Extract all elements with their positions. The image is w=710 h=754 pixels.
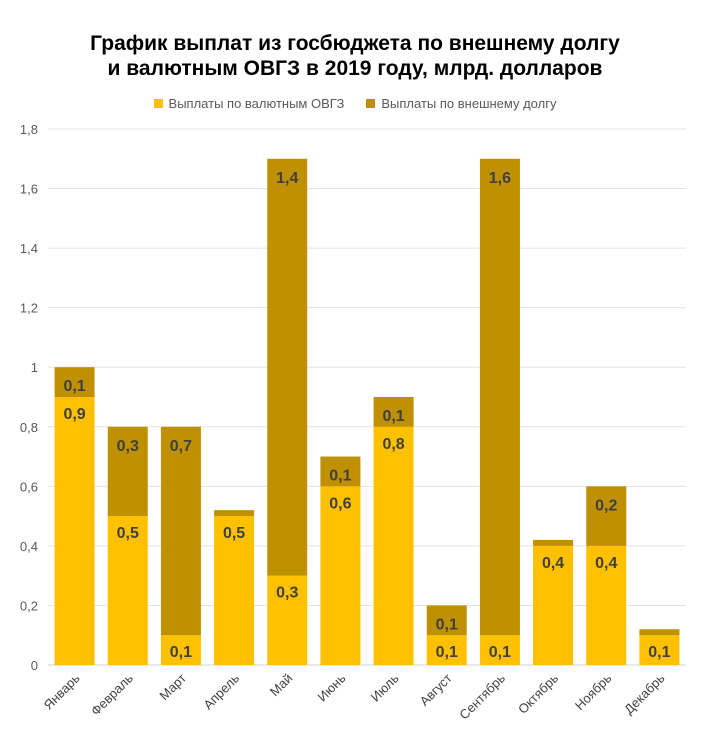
- x-tick-label: Август: [417, 670, 455, 708]
- bar-segment: [107, 426, 148, 517]
- bar-segment: [320, 486, 361, 665]
- legend-swatch-external-debt: [366, 99, 376, 108]
- bar-segment: [426, 635, 467, 665]
- bar-segment: [479, 158, 520, 636]
- x-tick-label: Декабрь: [621, 670, 668, 717]
- bar-segment: [267, 575, 308, 665]
- legend-item-ovgz: Выплаты по валютным ОВГЗ: [153, 96, 345, 111]
- bar-segment: [160, 635, 201, 665]
- legend: Выплаты по валютным ОВГЗ Выплаты по внеш…: [0, 96, 710, 111]
- bar-segment: [320, 456, 361, 487]
- bar-segment: [479, 635, 520, 665]
- x-tick-label: Февраль: [88, 670, 136, 718]
- data-label: 0,3: [117, 438, 139, 455]
- data-label: 0,1: [489, 644, 511, 661]
- data-label: 0,3: [276, 585, 298, 602]
- legend-item-external-debt: Выплаты по внешнему долгу: [366, 96, 556, 111]
- bar-segment: [267, 158, 308, 576]
- x-tick-label: Сентябрь: [456, 670, 508, 722]
- data-label: 1,6: [489, 170, 511, 187]
- x-tick-label: Ноябрь: [572, 670, 615, 713]
- data-label: 0,5: [117, 525, 139, 542]
- data-label: 0,4: [542, 555, 564, 572]
- data-label: 0,1: [63, 378, 85, 395]
- x-tick-label: Октябрь: [515, 670, 561, 716]
- bar-segment: [214, 510, 255, 517]
- bar-segment: [373, 397, 414, 427]
- bar-segment: [373, 426, 414, 665]
- y-tick-label: 0,4: [20, 539, 38, 554]
- data-label: 0,6: [329, 495, 351, 512]
- y-tick-label: 1,8: [20, 122, 38, 137]
- bar-segment: [533, 545, 574, 665]
- bar-segment: [54, 397, 95, 665]
- x-tick-label: Июнь: [315, 670, 349, 704]
- x-tick-label: Май: [267, 671, 296, 700]
- data-label: 0,1: [329, 468, 351, 485]
- y-tick-label: 0,2: [20, 598, 38, 613]
- data-label: 0,9: [63, 406, 85, 423]
- data-label: 0,1: [436, 644, 458, 661]
- bar-segment: [586, 545, 627, 665]
- data-label: 0,8: [382, 436, 404, 453]
- data-label: 0,4: [595, 555, 617, 572]
- bar-segment: [160, 426, 201, 636]
- data-label: 0,1: [436, 616, 458, 633]
- bar-segment: [533, 539, 574, 546]
- data-label: 1,4: [276, 170, 298, 187]
- y-tick-label: 1,4: [20, 241, 38, 256]
- legend-swatch-ovgz: [153, 99, 163, 108]
- bar-segment: [107, 516, 148, 665]
- y-tick-label: 0,8: [20, 420, 38, 435]
- chart-title-line-1: График выплат из госбюджета по внешнему …: [90, 32, 620, 55]
- y-tick-label: 0: [31, 658, 38, 673]
- bar-segment: [586, 486, 627, 546]
- bar-segment: [214, 516, 255, 665]
- legend-label-ovgz: Выплаты по валютным ОВГЗ: [168, 96, 345, 111]
- x-tick-label: Апрель: [200, 670, 242, 712]
- bar-segment: [639, 635, 680, 665]
- bar-segment: [54, 367, 95, 397]
- data-label: 0,5: [223, 525, 245, 542]
- y-tick-label: 1,2: [20, 301, 38, 316]
- x-tick-label: Январь: [41, 670, 83, 712]
- data-label: 0,1: [648, 644, 670, 661]
- data-label: 0,1: [382, 408, 404, 425]
- y-tick-label: 1,6: [20, 182, 38, 197]
- bar-segment: [426, 605, 467, 636]
- bar-segment: [639, 629, 680, 636]
- y-tick-label: 0,6: [20, 479, 38, 494]
- x-tick-label: Март: [156, 670, 189, 703]
- data-label: 0,2: [595, 497, 617, 514]
- data-label: 0,7: [170, 438, 192, 455]
- legend-label-external-debt: Выплаты по внешнему долгу: [381, 96, 557, 111]
- data-label: 0,1: [170, 644, 192, 661]
- chart-title-line-2: и валютным ОВГЗ в 2019 году, млрд. долла…: [107, 57, 603, 80]
- x-tick-label: Июль: [368, 670, 402, 704]
- y-tick-label: 1: [31, 360, 38, 375]
